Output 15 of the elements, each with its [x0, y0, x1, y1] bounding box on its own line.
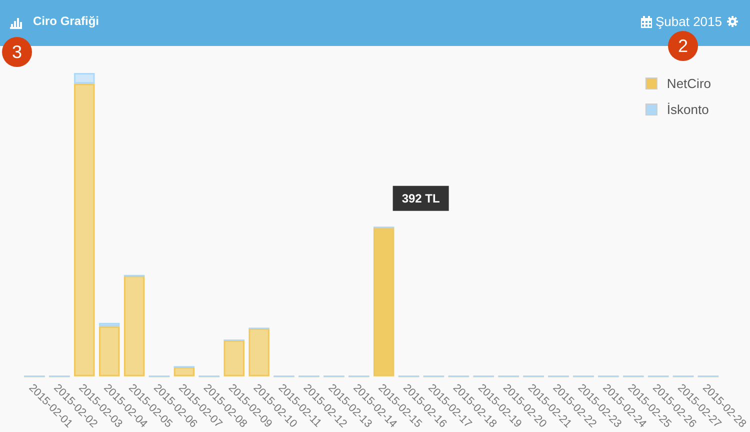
bar — [98, 326, 120, 376]
annotation: 392 TL — [402, 191, 440, 206]
bar — [74, 84, 95, 376]
chart-subtitle: Şubat 2015 — [655, 14, 722, 29]
bar — [124, 276, 145, 376]
bar — [373, 227, 394, 376]
text: 2 — [668, 31, 698, 61]
legend-label: İskonto — [666, 102, 709, 117]
legend-label: NetCiro — [666, 76, 712, 91]
bar — [74, 73, 95, 84]
bar — [224, 340, 244, 376]
chart-title: Ciro Grafiği — [33, 14, 100, 29]
text: 3 — [2, 37, 32, 67]
bar — [174, 366, 195, 376]
bar — [248, 328, 270, 376]
